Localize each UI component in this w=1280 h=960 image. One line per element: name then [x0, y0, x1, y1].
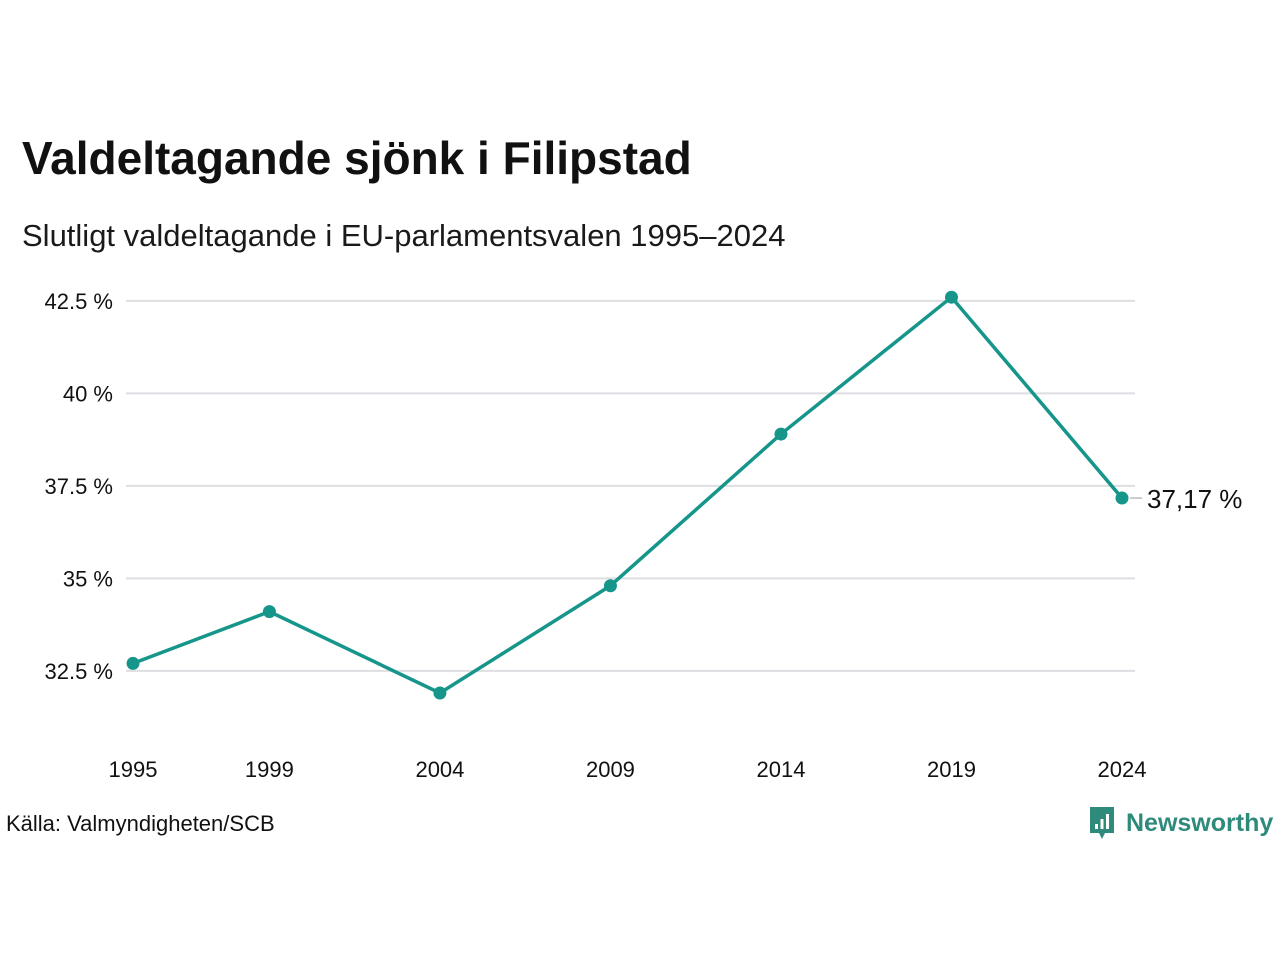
series-lines: [131, 295, 1124, 695]
y-tick-label: 35 %: [63, 566, 113, 591]
x-tick-label: 1995: [109, 757, 158, 782]
y-tick-label: 42.5 %: [45, 289, 114, 314]
brand-logo: Newsworthy: [1088, 803, 1273, 843]
source-note: Källa: Valmyndigheten/SCB: [6, 811, 275, 836]
data-point: [1115, 491, 1129, 505]
data-point: [603, 579, 617, 593]
x-tick-label: 2014: [756, 757, 805, 782]
y-tick-label: 37.5 %: [45, 474, 114, 499]
y-axis-ticks: 42.5 % 40 % 37.5 % 35 % 32.5 %: [45, 289, 114, 684]
brand-name: Newsworthy: [1126, 809, 1274, 837]
data-point: [433, 686, 447, 700]
newsworthy-logo-icon: [1090, 807, 1114, 839]
series-line: [131, 295, 1124, 695]
gridlines: [126, 299, 1135, 672]
end-value-label: 37,17 %: [1147, 484, 1242, 514]
data-point: [774, 427, 788, 441]
x-tick-label: 2019: [927, 757, 976, 782]
x-tick-label: 2024: [1098, 757, 1147, 782]
data-point: [126, 656, 140, 670]
chart-subtitle: Slutligt valdeltagande i EU-parlamentsva…: [22, 218, 786, 253]
y-tick-label: 32.5 %: [45, 659, 114, 684]
x-tick-label: 2004: [415, 757, 464, 782]
data-labels: 37,17 %: [1130, 484, 1242, 514]
x-axis-ticks: 1995 1999 2004 2009 2014 2019 2024: [109, 757, 1147, 782]
y-tick-label: 40 %: [63, 381, 113, 406]
data-point: [262, 605, 276, 619]
series-points: [126, 290, 1129, 700]
chart-title: Valdeltagande sjönk i Filipstad: [22, 132, 692, 184]
data-point: [944, 290, 958, 304]
x-tick-label: 1999: [245, 757, 294, 782]
x-tick-label: 2009: [586, 757, 635, 782]
